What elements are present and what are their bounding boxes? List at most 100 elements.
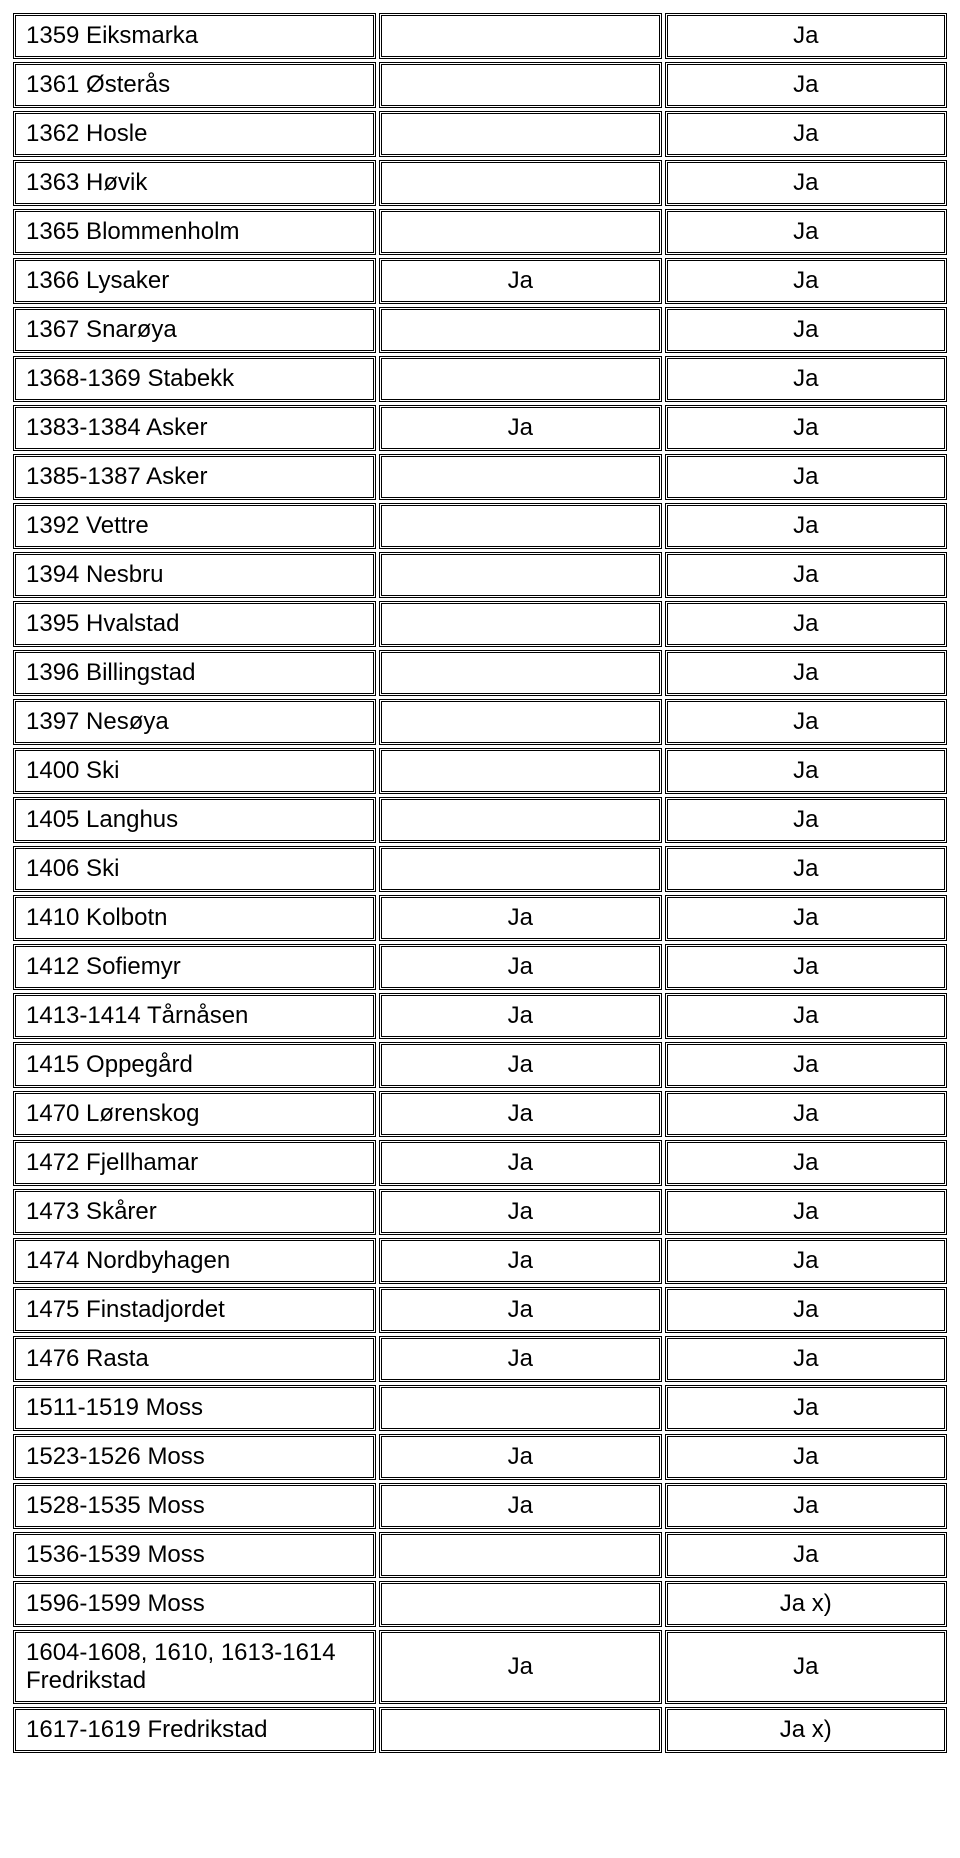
table-row: 1367 SnarøyaJa — [13, 307, 947, 353]
value-cell-3: Ja — [665, 1532, 947, 1578]
value-cell-2 — [379, 307, 661, 353]
table-row: 1475 FinstadjordetJaJa — [13, 1287, 947, 1333]
value-cell-3: Ja — [665, 209, 947, 255]
value-cell-3: Ja — [665, 454, 947, 500]
value-cell-3: Ja — [665, 944, 947, 990]
value-cell-2 — [379, 111, 661, 157]
location-cell: 1385-1387 Asker — [13, 454, 376, 500]
location-cell: 1412 Sofiemyr — [13, 944, 376, 990]
value-cell-2: Ja — [379, 895, 661, 941]
value-cell-3: Ja — [665, 846, 947, 892]
location-cell: 1383-1384 Asker — [13, 405, 376, 451]
location-cell: 1536-1539 Moss — [13, 1532, 376, 1578]
table-body: 1359 EiksmarkaJa1361 ØsteråsJa1362 Hosle… — [13, 13, 947, 1753]
location-cell: 1405 Langhus — [13, 797, 376, 843]
value-cell-2: Ja — [379, 1287, 661, 1333]
value-cell-2 — [379, 552, 661, 598]
location-cell: 1361 Østerås — [13, 62, 376, 108]
table-row: 1359 EiksmarkaJa — [13, 13, 947, 59]
value-cell-3: Ja — [665, 699, 947, 745]
value-cell-2: Ja — [379, 1483, 661, 1529]
value-cell-3: Ja — [665, 895, 947, 941]
table-row: 1473 SkårerJaJa — [13, 1189, 947, 1235]
table-row: 1410 KolbotnJaJa — [13, 895, 947, 941]
value-cell-3: Ja — [665, 993, 947, 1039]
location-cell: 1470 Lørenskog — [13, 1091, 376, 1137]
table-row: 1415 OppegårdJaJa — [13, 1042, 947, 1088]
postal-code-table: 1359 EiksmarkaJa1361 ØsteråsJa1362 Hosle… — [10, 10, 950, 1756]
value-cell-3: Ja — [665, 1630, 947, 1704]
location-cell: 1394 Nesbru — [13, 552, 376, 598]
table-row: 1413-1414 TårnåsenJaJa — [13, 993, 947, 1039]
table-row: 1528-1535 MossJaJa — [13, 1483, 947, 1529]
table-row: 1536-1539 Moss Ja — [13, 1532, 947, 1578]
table-row: 1596-1599 MossJa x) — [13, 1581, 947, 1627]
value-cell-3: Ja — [665, 1287, 947, 1333]
value-cell-2 — [379, 503, 661, 549]
value-cell-3: Ja — [665, 650, 947, 696]
value-cell-3: Ja — [665, 1189, 947, 1235]
value-cell-2: Ja — [379, 1140, 661, 1186]
value-cell-3: Ja — [665, 13, 947, 59]
table-row: 1361 ØsteråsJa — [13, 62, 947, 108]
table-row: 1604-1608, 1610, 1613-1614 FredrikstadJa… — [13, 1630, 947, 1704]
value-cell-2: Ja — [379, 258, 661, 304]
value-cell-2: Ja — [379, 993, 661, 1039]
value-cell-3: Ja — [665, 111, 947, 157]
location-cell: 1415 Oppegård — [13, 1042, 376, 1088]
location-cell: 1604-1608, 1610, 1613-1614 Fredrikstad — [13, 1630, 376, 1704]
table-row: 1362 Hosle Ja — [13, 111, 947, 157]
value-cell-3: Ja — [665, 1483, 947, 1529]
table-row: 1412 SofiemyrJaJa — [13, 944, 947, 990]
location-cell: 1367 Snarøya — [13, 307, 376, 353]
value-cell-2 — [379, 1707, 661, 1753]
value-cell-2 — [379, 1581, 661, 1627]
table-row: 1363 HøvikJa — [13, 160, 947, 206]
value-cell-2: Ja — [379, 1336, 661, 1382]
table-row: 1397 NesøyaJa — [13, 699, 947, 745]
value-cell-2 — [379, 160, 661, 206]
location-cell: 1410 Kolbotn — [13, 895, 376, 941]
location-cell: 1362 Hosle — [13, 111, 376, 157]
value-cell-3: Ja — [665, 1140, 947, 1186]
value-cell-2: Ja — [379, 944, 661, 990]
table-row: 1523-1526 MossJaJa — [13, 1434, 947, 1480]
value-cell-3: Ja — [665, 748, 947, 794]
location-cell: 1392 Vettre — [13, 503, 376, 549]
value-cell-2 — [379, 356, 661, 402]
value-cell-2: Ja — [379, 1042, 661, 1088]
value-cell-2: Ja — [379, 405, 661, 451]
location-cell: 1406 Ski — [13, 846, 376, 892]
table-row: 1366 LysakerJaJa — [13, 258, 947, 304]
table-row: 1476 RastaJaJa — [13, 1336, 947, 1382]
value-cell-2 — [379, 748, 661, 794]
value-cell-2 — [379, 846, 661, 892]
location-cell: 1396 Billingstad — [13, 650, 376, 696]
table-row: 1405 LanghusJa — [13, 797, 947, 843]
value-cell-3: Ja — [665, 601, 947, 647]
location-cell: 1472 Fjellhamar — [13, 1140, 376, 1186]
value-cell-2 — [379, 1385, 661, 1431]
location-cell: 1395 Hvalstad — [13, 601, 376, 647]
table-row: 1396 Billingstad Ja — [13, 650, 947, 696]
location-cell: 1617-1619 Fredrikstad — [13, 1707, 376, 1753]
value-cell-2 — [379, 1532, 661, 1578]
value-cell-3: Ja — [665, 1238, 947, 1284]
location-cell: 1474 Nordbyhagen — [13, 1238, 376, 1284]
location-cell: 1523-1526 Moss — [13, 1434, 376, 1480]
location-cell: 1413-1414 Tårnåsen — [13, 993, 376, 1039]
value-cell-3: Ja — [665, 1385, 947, 1431]
location-cell: 1596-1599 Moss — [13, 1581, 376, 1627]
table-row: 1472 FjellhamarJaJa — [13, 1140, 947, 1186]
value-cell-3: Ja — [665, 1434, 947, 1480]
table-row: 1385-1387 Asker Ja — [13, 454, 947, 500]
value-cell-3: Ja — [665, 552, 947, 598]
value-cell-2: Ja — [379, 1189, 661, 1235]
value-cell-2: Ja — [379, 1630, 661, 1704]
location-cell: 1511-1519 Moss — [13, 1385, 376, 1431]
value-cell-2 — [379, 209, 661, 255]
table-row: 1406 Ski Ja — [13, 846, 947, 892]
value-cell-2 — [379, 454, 661, 500]
value-cell-3: Ja — [665, 503, 947, 549]
location-cell: 1473 Skårer — [13, 1189, 376, 1235]
